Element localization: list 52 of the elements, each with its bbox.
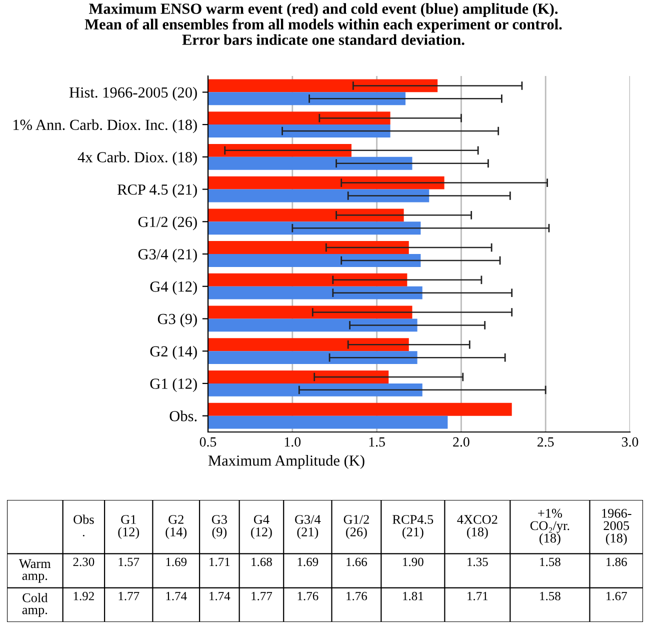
x-tick-label: 3.0 — [622, 437, 638, 447]
x-tick-label: 1.0 — [284, 437, 301, 447]
y-tick-label: 1% Ann. Carb. Diox. Inc. (18) — [14, 119, 197, 134]
category-label: 4XCO2 (18) — [457, 515, 498, 540]
x-tick-label: 2.5 — [538, 437, 554, 447]
category-label: G3 (9) — [212, 515, 227, 540]
text: 1.92 — [74, 592, 94, 600]
x-tick-label: 1.5 — [369, 437, 385, 447]
text: 1.86 — [606, 558, 627, 566]
y-tick-label: RCP 4.5 (21) — [118, 184, 197, 198]
category-label: +1% CO₂/yr. (18) — [530, 508, 570, 546]
text: 1.76 — [298, 592, 318, 600]
y-tick-label: G2 (14) — [150, 346, 197, 360]
y-tick-label: Obs. — [170, 410, 197, 422]
text: 1.58 — [540, 592, 560, 600]
text: 1.74 — [166, 592, 187, 600]
y-tick-label: 4x Carb. Diox. (18) — [78, 152, 197, 166]
text: 1.57 — [118, 558, 140, 566]
x-tick-label: 0.5 — [200, 437, 216, 447]
y-tick-label: G4 (12) — [150, 281, 197, 295]
chart-title: Maximum ENSO warm event (red) and cold event (blue) amplitude (K). Mean of all ensembles from all models within each experiment or control. Error bars indicate one standard deviation. — [84, 3, 562, 46]
category-label: Warm amp. — [18, 559, 51, 583]
category-label: G1/2 (26) — [344, 515, 369, 540]
text: 1.58 — [540, 558, 560, 566]
text: 1.74 — [210, 592, 230, 600]
y-tick-label: G1 (12) — [150, 378, 197, 392]
text: 2.30 — [73, 558, 94, 566]
x-axis-title: Maximum Amplitude (K) — [208, 455, 364, 469]
y-tick-label: G3 (9) — [158, 313, 197, 328]
y-tick-label: Hist. 1966-2005 (20) — [69, 86, 197, 101]
y-tick-label: G1/2 (26) — [138, 216, 197, 230]
category-label: G3/4 (21) — [295, 515, 321, 540]
y-tick-label: G3/4 (21) — [138, 248, 197, 263]
text: 1.77 — [118, 592, 140, 600]
category-label: RCP4.5 (21) — [392, 515, 434, 540]
category-label: Obs . — [74, 514, 94, 536]
text: 1.76 — [346, 592, 368, 600]
text: 1.81 — [403, 592, 424, 600]
text: 1.35 — [468, 558, 488, 566]
text: 1.66 — [346, 558, 368, 566]
category-label: 1966- 2005 (18) — [602, 508, 632, 546]
text: 1.71 — [468, 592, 488, 600]
text: 1.90 — [403, 558, 424, 566]
category-label: Cold amp. — [22, 592, 48, 617]
category-label: G4 (12) — [251, 515, 272, 540]
x-tick-label: 2.0 — [453, 437, 470, 447]
text: 1.69 — [166, 558, 187, 566]
text: 1.67 — [606, 592, 627, 600]
text: 1.77 — [252, 592, 272, 600]
text: 1.71 — [210, 558, 230, 566]
text: 1.68 — [252, 558, 272, 566]
text: 1.69 — [298, 558, 318, 566]
